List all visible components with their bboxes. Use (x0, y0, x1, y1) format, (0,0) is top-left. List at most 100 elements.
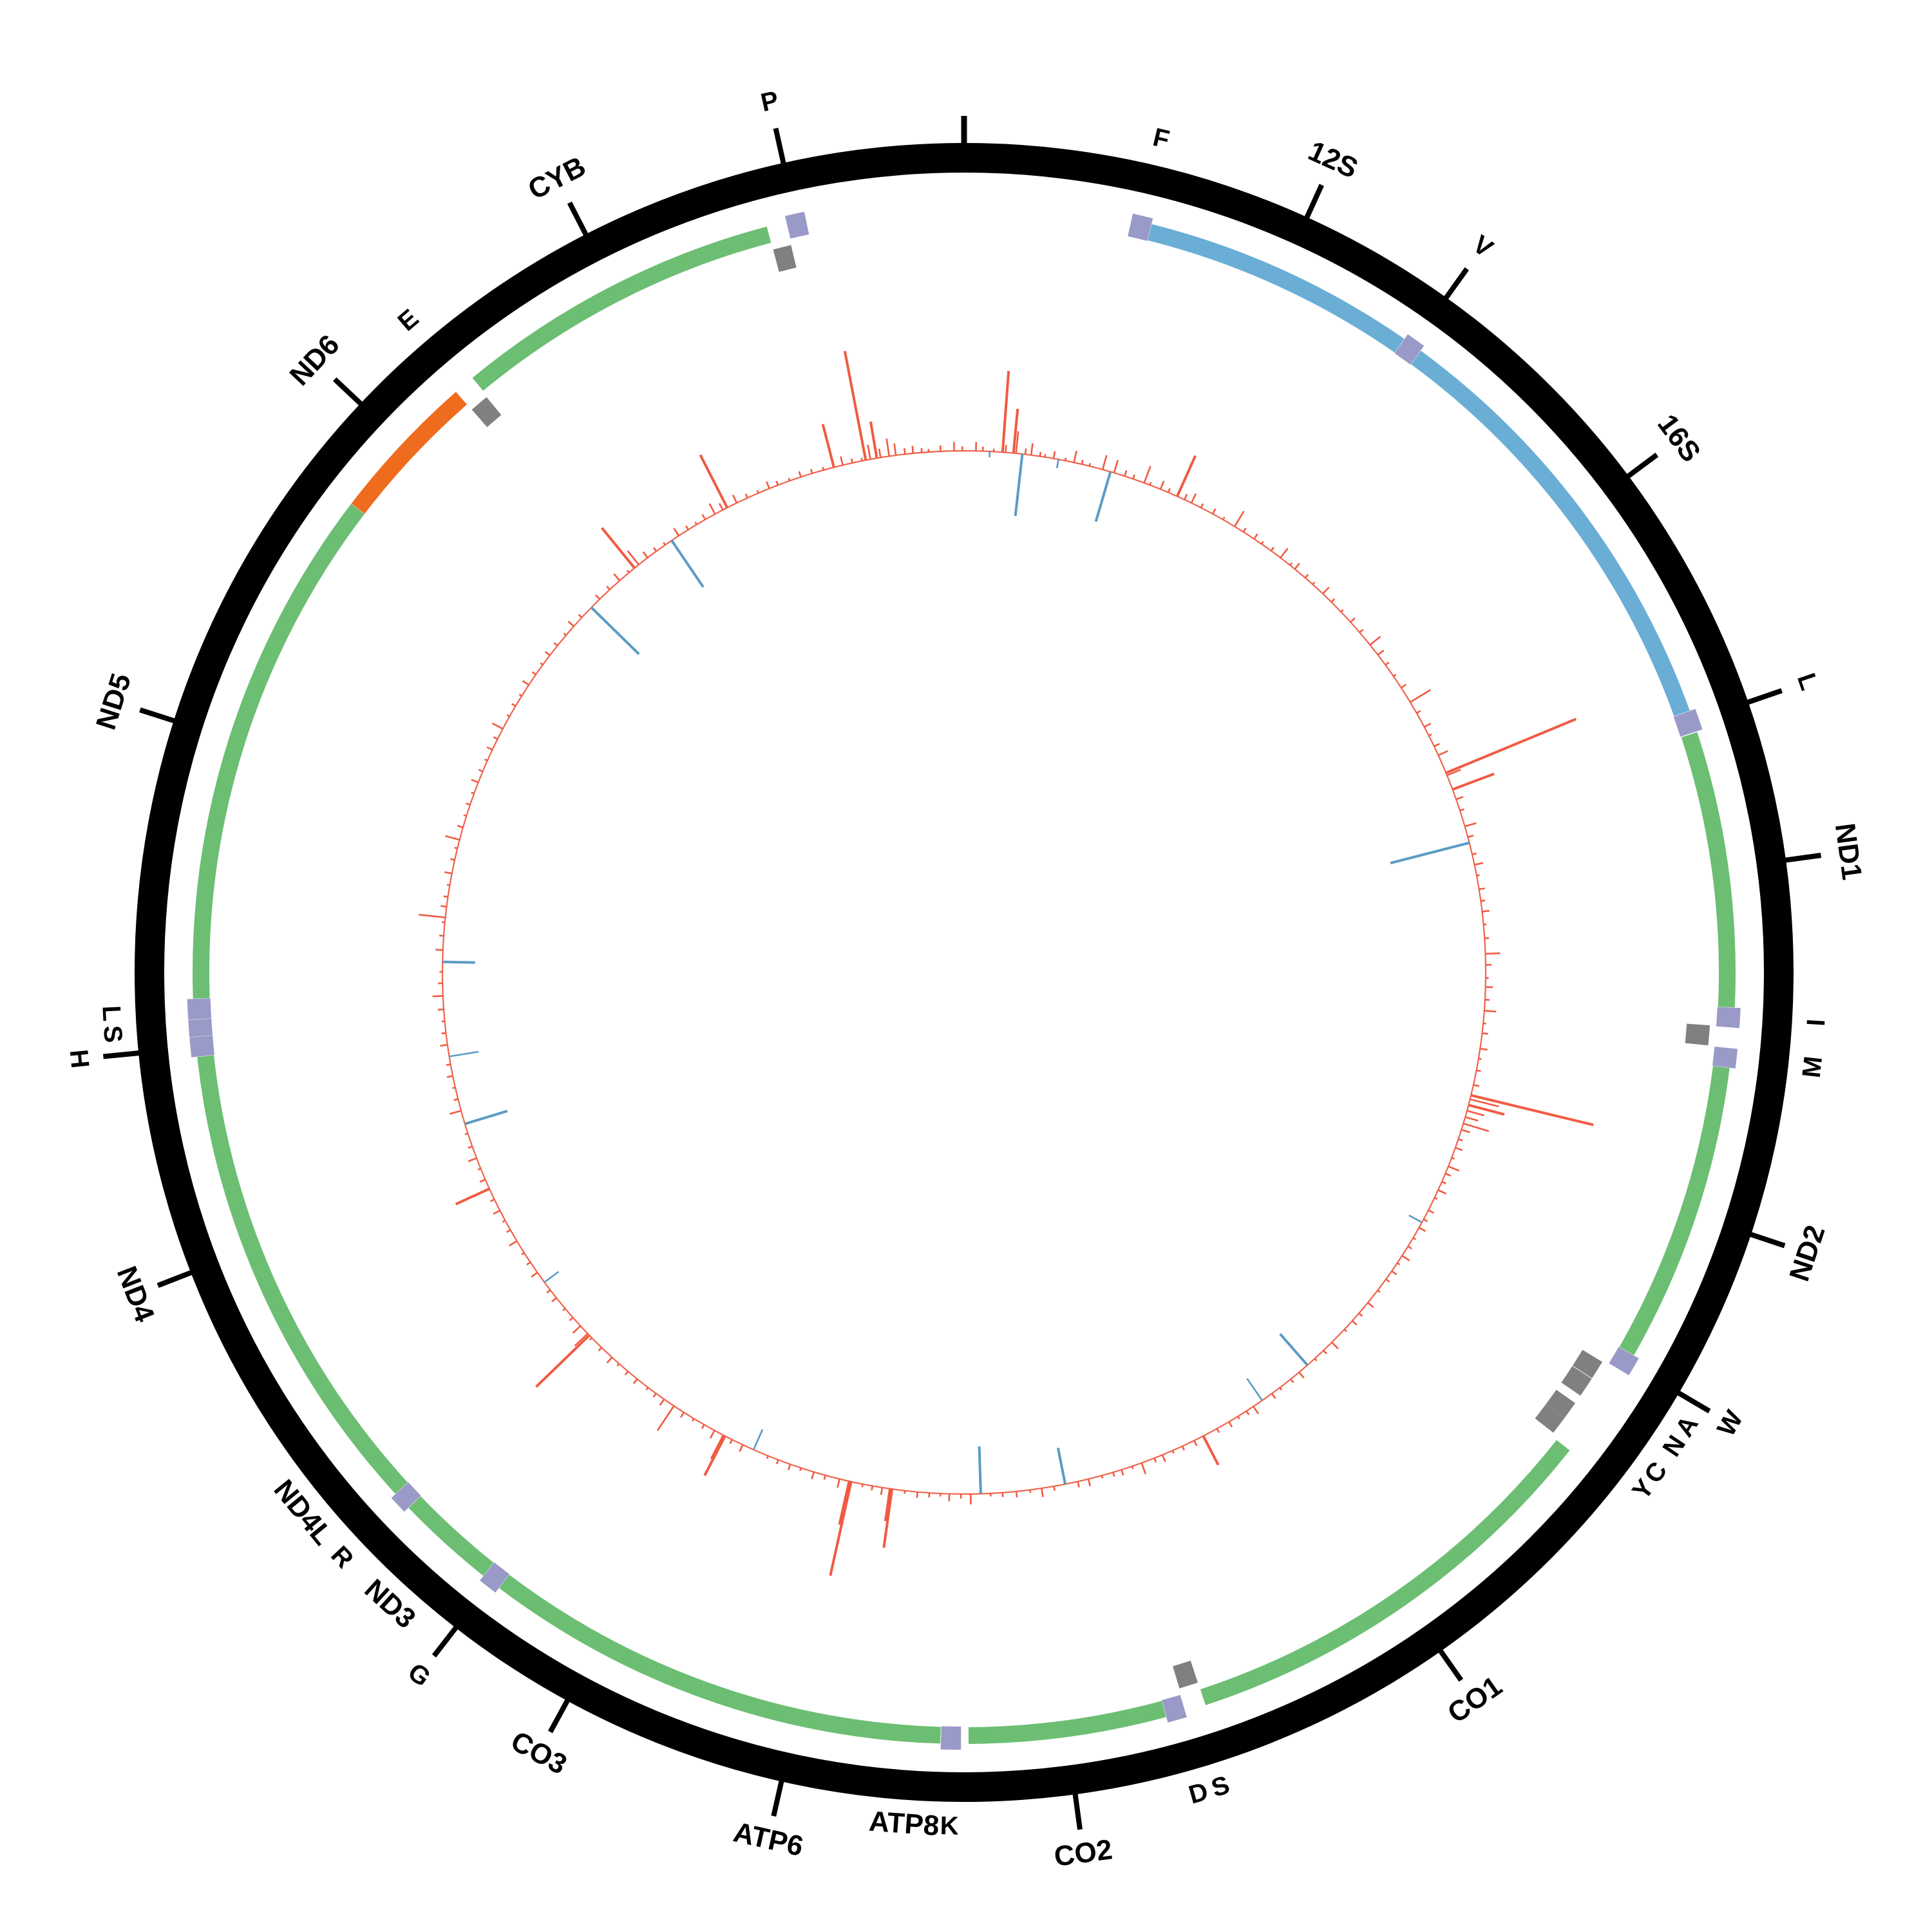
histogram-spike (616, 1363, 620, 1367)
histogram-spike (1087, 1479, 1092, 1487)
histogram-spike (1423, 1218, 1428, 1222)
histogram-spike (1041, 1488, 1044, 1497)
trna-block-g[interactable] (480, 1562, 510, 1593)
gene-label-s: S (98, 1025, 128, 1044)
histogram-spike (1444, 1173, 1452, 1177)
histogram-spike (1024, 448, 1027, 455)
feature-arc-atp6[interactable] (699, 1681, 895, 1741)
gene-label-d: D (1186, 1777, 1211, 1809)
trna-block-m[interactable] (1712, 1046, 1738, 1069)
feature-arc-nd6[interactable] (351, 392, 468, 514)
trna-block-w[interactable] (1609, 1347, 1639, 1376)
histogram-spike (1073, 450, 1077, 463)
trna-block-y[interactable] (1535, 1404, 1565, 1433)
trna-block-e[interactable] (471, 397, 502, 428)
histogram-spike (1412, 1237, 1416, 1240)
gene-label-s: S (1208, 1770, 1233, 1803)
histogram-spike (1056, 1447, 1066, 1485)
histogram-spike (457, 824, 464, 828)
trna-block-q[interactable] (1685, 1023, 1710, 1046)
feature-arc-co1[interactable] (1200, 1440, 1570, 1705)
histogram-spike (1331, 1341, 1339, 1350)
histogram-spike (506, 714, 510, 717)
histogram-spike (1124, 470, 1128, 477)
trna-block-f[interactable] (1128, 213, 1153, 242)
histogram-spike (1448, 1166, 1460, 1172)
trna-block-p[interactable] (784, 211, 810, 239)
histogram-spike (1480, 1048, 1488, 1051)
feature-arcs-group (193, 223, 1736, 1744)
trna-block-r[interactable] (391, 1482, 421, 1512)
histogram-spike (867, 444, 871, 460)
histogram-spike (1463, 1122, 1490, 1132)
trna-block-v[interactable] (1394, 334, 1425, 365)
feature-arc-co3[interactable] (499, 1575, 706, 1698)
histogram-spike (1101, 1475, 1104, 1479)
histogram-spike (703, 1435, 726, 1477)
trna-block-i[interactable] (1716, 1007, 1741, 1028)
histogram-spike (535, 1334, 591, 1388)
feature-arc-nd5[interactable] (193, 504, 365, 999)
feature-arc-nd4[interactable] (197, 1055, 355, 1428)
histogram-spike (1056, 459, 1059, 469)
trna-block-s2[interactable] (188, 1018, 213, 1037)
feature-arc-nd1[interactable] (1681, 732, 1736, 1008)
histogram-spike (1474, 862, 1484, 866)
histogram-spike (1030, 443, 1034, 455)
histogram-spike (590, 606, 640, 656)
histogram-spike (484, 758, 488, 762)
histogram-spike (493, 1209, 500, 1215)
feature-arc-co2[interactable] (968, 1701, 1166, 1744)
feature-arc-16s[interactable] (1410, 350, 1690, 717)
trna-block-t[interactable] (773, 245, 797, 272)
gene-label-nd1: ND1 (1829, 821, 1868, 882)
histogram-spike (694, 521, 697, 526)
histogram-spike (1052, 451, 1056, 459)
feature-arc-nd4l[interactable] (340, 1417, 408, 1494)
trna-block-s1[interactable] (1173, 1660, 1198, 1689)
trna-block-a[interactable] (1572, 1349, 1603, 1379)
histogram-spike (1377, 649, 1385, 656)
feature-arc-12s[interactable] (1148, 223, 1405, 353)
gene-leader-tick (332, 377, 363, 406)
histogram-spike (553, 642, 558, 647)
trna-block-c[interactable] (1546, 1390, 1576, 1418)
histogram-spike (478, 768, 484, 773)
histogram-spike (574, 1332, 589, 1347)
feature-arc-cyb[interactable] (472, 226, 772, 391)
histogram-spike (766, 1455, 769, 1459)
feature-arc-nd2[interactable] (1619, 1066, 1730, 1356)
histogram-spike (1312, 582, 1316, 585)
histogram-spike (531, 671, 536, 676)
histogram-spike (518, 694, 522, 697)
histogram-spike (880, 1487, 884, 1495)
histogram-spike (1200, 503, 1204, 508)
histogram-spike (464, 1110, 508, 1126)
trna-block-h[interactable] (189, 1035, 215, 1057)
histogram-spike (798, 471, 802, 478)
histogram-spike (1472, 852, 1477, 855)
trna-block-d[interactable] (1161, 1694, 1187, 1723)
trna-block-n[interactable] (1561, 1366, 1592, 1396)
histogram-spike (869, 421, 878, 459)
histogram-spike (471, 791, 475, 795)
feature-arc-nd3[interactable] (408, 1496, 494, 1576)
histogram-spike (1141, 1463, 1147, 1475)
trna-block-l2[interactable] (187, 998, 212, 1020)
histogram-spike (850, 458, 853, 464)
gene-leader-tick (1748, 1231, 1786, 1249)
gene-leader-tick (156, 1269, 193, 1288)
histogram-spike (893, 443, 897, 456)
histogram-spike (701, 514, 706, 520)
histogram-spike (1279, 1333, 1309, 1367)
histogram-spike (810, 469, 813, 474)
histogram-spike (1377, 1289, 1381, 1293)
histogram-spike (904, 448, 906, 455)
histogram-spike (1094, 471, 1112, 522)
histogram-spike (442, 960, 475, 964)
trna-block-l1[interactable] (1673, 708, 1703, 737)
histogram-spike (489, 1198, 495, 1202)
backbone-circle (135, 143, 1794, 1802)
histogram-spike (445, 835, 460, 841)
